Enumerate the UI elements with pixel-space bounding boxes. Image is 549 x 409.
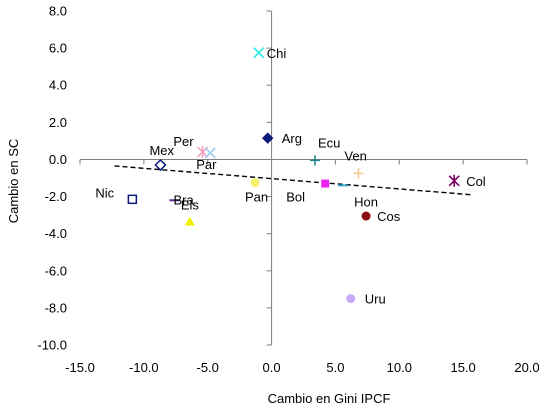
y-tick-label: 8.0 — [49, 4, 67, 19]
marker-pan — [250, 178, 260, 188]
y-tick-label: -10.0 — [37, 338, 67, 353]
x-tick-label: -10.0 — [129, 360, 159, 375]
y-tick-label: 4.0 — [49, 78, 67, 93]
point-label-pan: Pan — [245, 190, 268, 205]
point-label-hon: Hon — [354, 194, 378, 209]
point-label-bol: Bol — [286, 190, 305, 205]
y-tick-label: 6.0 — [49, 41, 67, 56]
marker-col — [448, 174, 460, 187]
marker-uru — [346, 294, 356, 304]
point-label-chi: Chi — [267, 46, 287, 61]
x-tick-label: 15.0 — [450, 360, 475, 375]
y-axis-title: Cambio en SC — [6, 139, 21, 224]
y-tick-label: 0.0 — [49, 152, 67, 167]
point-label-per: Per — [173, 134, 194, 149]
trendline — [114, 165, 471, 196]
tick-labels: -15.0 -10.0 -5.0 0.0 5.0 10.0 15.0 20.0 8.0 6.0 4.… — [37, 4, 539, 376]
point-label-col: Col — [466, 174, 486, 189]
point-label-ven: Ven — [344, 148, 366, 163]
y-tick-label: 2.0 — [49, 115, 67, 130]
y-tick-label: -6.0 — [45, 263, 67, 278]
y-tick-label: -2.0 — [45, 189, 67, 204]
marker-chi — [253, 47, 265, 59]
x-tick-label: -15.0 — [65, 360, 95, 375]
point-label-par: Par — [196, 157, 217, 172]
trendline-group — [114, 165, 471, 196]
marker-els — [184, 216, 195, 226]
point-label-arg: Arg — [282, 131, 302, 146]
point-label-mex: Mex — [149, 143, 174, 158]
marker-mex — [154, 158, 167, 172]
marker-bol — [321, 179, 330, 188]
marker-cos — [361, 211, 371, 221]
marker-ecu — [309, 155, 320, 166]
marker-nic — [127, 194, 138, 205]
point-label-els: Els — [181, 198, 200, 213]
marker-arg — [262, 132, 274, 144]
x-axis-title: Cambio en Gini IPCF — [268, 391, 391, 406]
x-tick-label: 10.0 — [387, 360, 412, 375]
data-points — [127, 47, 460, 304]
point-label-uru: Uru — [365, 292, 386, 307]
point-label-nic: Nic — [95, 185, 114, 200]
x-tick-label: 5.0 — [326, 360, 344, 375]
marker-par — [204, 147, 216, 159]
marker-ven — [353, 168, 364, 179]
y-tick-label: -4.0 — [45, 226, 67, 241]
axes — [79, 10, 528, 346]
point-label-ecu: Ecu — [318, 135, 340, 150]
x-tick-label: -5.0 — [197, 360, 219, 375]
x-tick-label: 0.0 — [263, 360, 281, 375]
point-label-cos: Cos — [377, 209, 401, 224]
y-tick-label: -8.0 — [45, 300, 67, 315]
x-tick-label: 20.0 — [514, 360, 539, 375]
point-label-bra: Bra — [174, 192, 195, 207]
